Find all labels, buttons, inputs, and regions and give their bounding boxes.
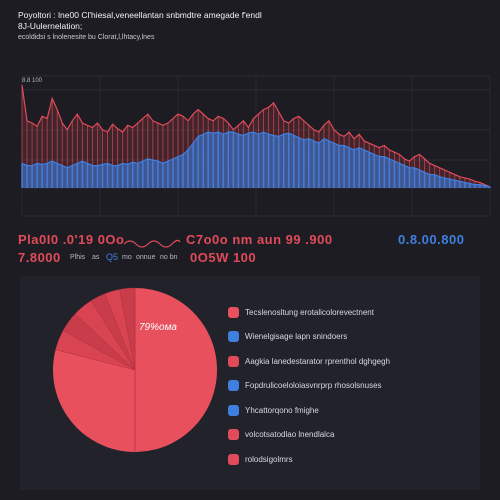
legend-item: rolodsigolmrs: [228, 453, 478, 465]
legend-label: rolodsigolmrs: [245, 454, 293, 464]
chart-title-line-2: 8J-Uulernelation;: [18, 21, 83, 31]
legend-label: Tecslenosltung erotalicolorevectnent: [245, 307, 374, 317]
legend-item: Tecslenosltung erotalicolorevectnent: [228, 306, 478, 318]
series-line: [21, 131, 491, 188]
legend-item: Wienelgisage lapn snindoers: [228, 331, 478, 343]
pie-legend: Tecslenosltung erotalicolorevectnent Wien…: [228, 306, 478, 478]
legend-swatch: [228, 306, 239, 318]
legend-swatch: [228, 404, 239, 416]
legend-swatch: [228, 355, 239, 367]
legend-label: volcotsatodlao lnendlalca: [245, 430, 335, 439]
series-area: [22, 132, 490, 188]
pie-panel: 79%ома Tecslenosltung erotalicolorevectn…: [20, 276, 480, 490]
chart-subtitle: ecoldidsi s lnolenesite bu Clorat,l,lhta…: [18, 34, 155, 41]
wave-icon: [123, 239, 181, 248]
legend-item: volcotsatodlao lnendlalca: [228, 429, 478, 441]
legend-swatch: [228, 331, 239, 342]
stat-caption-2: as: [92, 254, 100, 261]
stat-caption-6: no bn: [160, 254, 178, 261]
legend-item: Aagkia lanedestarator rprenthol dghgegh: [228, 355, 478, 367]
legend-label: Fopdrulicoeloloiasvnrprp rhosolsnuses: [245, 381, 382, 390]
legend-swatch: [228, 380, 239, 391]
chart-header: Poyoltori : lne00 Cl'hiesal,veneellantan…: [18, 10, 488, 44]
legend-swatch: [228, 453, 239, 465]
series-line: [21, 84, 491, 188]
stat-caption-5: onnue: [136, 254, 156, 261]
stat-left-value: Pla0I0 .0'19 0Oo: [18, 232, 125, 247]
stats-row: Pla0I0 .0'19 0Oo C7o0o nm aun 99 .900 0.…: [0, 226, 500, 276]
stat-caption-4: mo: [122, 254, 132, 261]
pie-slice-label: 79%ома: [139, 322, 177, 333]
stat-left-value-2: 7.8000: [18, 250, 61, 265]
chart-title: Poyoltori : lne00 Cl'hiesal,veneellantan…: [18, 10, 262, 20]
legend-label: Aagkia lanedestarator rprenthol dghgegh: [245, 356, 390, 366]
series-blue: [21, 131, 491, 188]
legend-label: Wienelgisage lapn snindoers: [245, 332, 348, 341]
stat-middle-value: C7o0o nm aun 99 .900: [186, 232, 333, 247]
legend-label: Yhcattorqono fmighe: [245, 405, 319, 415]
stat-caption-3: Q5: [106, 252, 119, 262]
legend-item: Fopdrulicoeloloiasvnrprp rhosolsnuses: [228, 380, 478, 392]
area-chart: 8.8 100: [21, 75, 491, 217]
stat-caption-1: Plhis: [70, 254, 86, 261]
legend-item: Yhcattorqono fmighe: [228, 404, 478, 416]
pie-slice: [119, 287, 136, 371]
stat-right-value: 0.8.00.800: [398, 232, 465, 247]
y-tick-label: 8.8 100: [22, 78, 43, 84]
stat-right-value-2: 0O5W 100: [190, 250, 257, 265]
pie-chart: 79%ома: [53, 287, 218, 452]
legend-swatch: [228, 429, 239, 440]
